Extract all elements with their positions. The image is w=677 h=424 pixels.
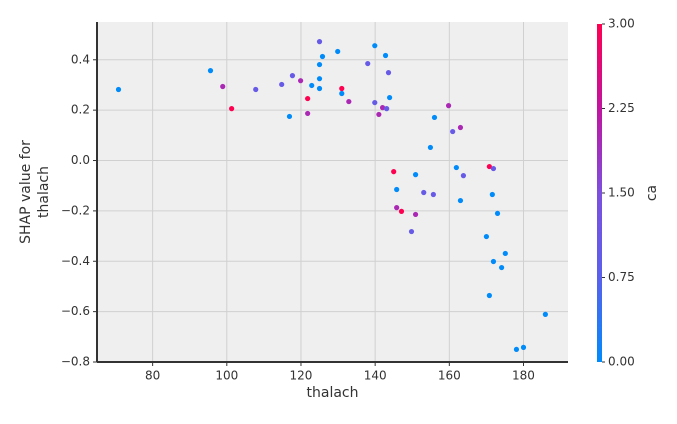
point: [499, 264, 505, 271]
point: [339, 85, 345, 92]
point: [489, 191, 495, 198]
y-tick-label: −0.6: [61, 304, 90, 318]
point: [513, 346, 520, 353]
point: [431, 114, 438, 121]
y-tick-label: −0.4: [61, 254, 90, 268]
point: [408, 228, 415, 235]
point: [502, 250, 508, 257]
x-axis-label: thalach: [307, 385, 359, 401]
point: [430, 191, 436, 198]
point: [486, 163, 492, 170]
point: [494, 210, 501, 217]
point: [398, 208, 405, 214]
point: [376, 111, 382, 118]
x-tick-label: 180: [512, 369, 535, 383]
point: [457, 124, 464, 131]
x-tick-label: 100: [215, 369, 238, 383]
colorbar-label: ca: [644, 185, 660, 201]
y-tick-label: 0.4: [71, 52, 90, 66]
point: [486, 292, 492, 299]
colorbar-tick-label: 2.25: [608, 101, 635, 115]
point: [387, 94, 393, 101]
point: [372, 43, 378, 49]
point: [453, 164, 459, 171]
point: [490, 165, 497, 172]
point: [335, 48, 341, 55]
point: [412, 211, 419, 218]
point: [412, 172, 419, 178]
point: [450, 128, 456, 135]
point: [457, 197, 464, 204]
y-tick-label: 0.0: [71, 153, 90, 167]
point: [346, 98, 352, 105]
y-tick-label: −0.8: [61, 355, 90, 369]
point: [483, 233, 490, 240]
point: [379, 105, 386, 111]
point: [253, 86, 259, 93]
point: [490, 258, 497, 265]
point: [460, 173, 467, 179]
point: [229, 106, 235, 112]
colorbar: [597, 24, 602, 362]
point: [207, 68, 214, 74]
point: [319, 53, 326, 60]
colorbar-tick-label: 0.00: [608, 355, 635, 369]
x-tick-label: 160: [438, 369, 461, 383]
colorbar-tick-label: 1.50: [608, 186, 635, 200]
point: [339, 90, 345, 97]
point: [385, 70, 392, 76]
point: [542, 311, 548, 317]
y-axis-label: SHAP value for: [18, 140, 34, 244]
point: [316, 61, 323, 68]
point: [421, 189, 427, 196]
x-tick-label: 120: [290, 369, 313, 383]
point: [220, 83, 226, 90]
point: [316, 76, 323, 82]
plot-area: [97, 22, 568, 362]
point: [115, 86, 122, 93]
colorbar-tick-label: 0.75: [608, 270, 635, 284]
y-tick-label: −0.2: [61, 203, 90, 217]
point: [427, 144, 434, 151]
point: [289, 73, 296, 79]
point: [365, 60, 371, 67]
point: [309, 82, 315, 89]
point: [279, 81, 285, 88]
point: [391, 169, 397, 175]
point: [305, 110, 311, 117]
point: [316, 85, 323, 92]
point: [394, 205, 400, 211]
x-tick-label: 80: [145, 369, 160, 383]
point: [382, 52, 389, 59]
point: [394, 186, 400, 193]
y-tick-label: 0.2: [71, 103, 90, 117]
point: [445, 103, 452, 109]
x-tick-label: 140: [364, 369, 387, 383]
point: [316, 39, 323, 45]
point: [384, 106, 390, 112]
point: [305, 95, 311, 102]
point: [520, 344, 527, 350]
colorbar-tick-label: 3.00: [608, 17, 635, 31]
y-axis-label: thalach: [36, 166, 52, 218]
point: [286, 113, 293, 120]
point: [298, 78, 304, 84]
point: [372, 99, 378, 106]
